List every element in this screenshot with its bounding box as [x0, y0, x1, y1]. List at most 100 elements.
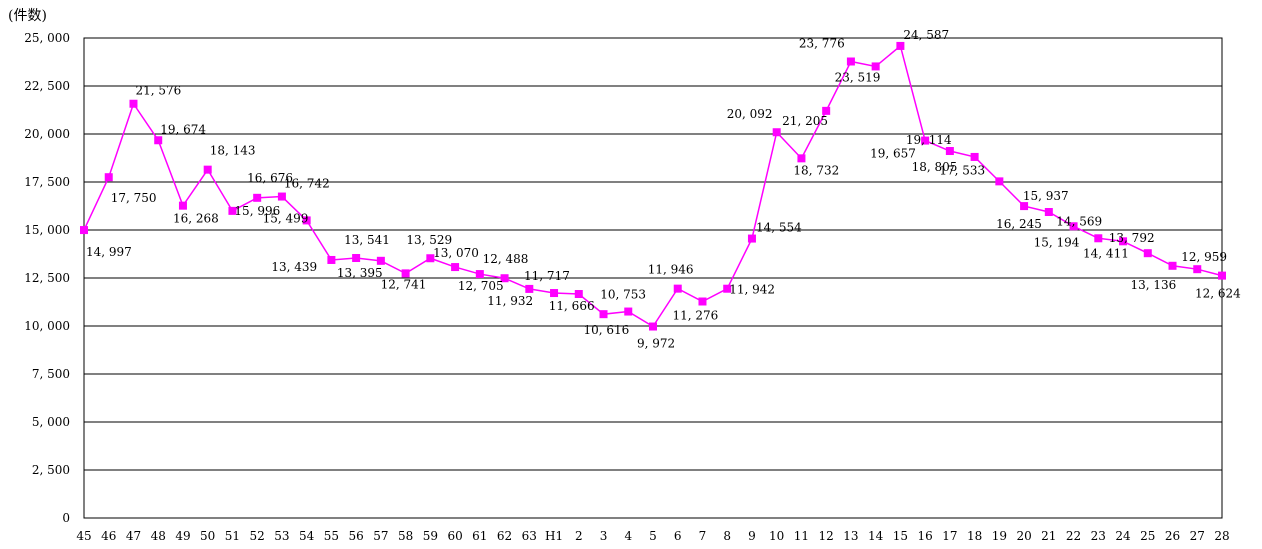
data-point-marker [846, 57, 855, 66]
x-tick-label: 57 [373, 529, 388, 543]
data-point-marker [426, 254, 435, 263]
data-label: 15, 499 [263, 211, 309, 225]
data-label: 9, 972 [637, 337, 675, 351]
y-tick-label: 20, 000 [24, 127, 70, 141]
data-label: 12, 959 [1181, 250, 1227, 264]
x-tick-label: 54 [299, 529, 315, 543]
x-tick-label: 18 [967, 529, 982, 543]
data-label: 13, 136 [1131, 278, 1177, 292]
data-point-marker [797, 154, 806, 163]
data-point-marker [921, 136, 930, 145]
data-label: 15, 996 [234, 204, 280, 218]
data-point-marker [253, 193, 262, 202]
x-tick-label: 7 [699, 529, 707, 543]
data-point-marker [352, 254, 361, 263]
data-label: 13, 541 [344, 233, 390, 247]
x-tick-label: 3 [600, 529, 608, 543]
y-tick-label: 22, 500 [24, 79, 70, 93]
data-point-marker [624, 307, 633, 316]
data-point-marker [327, 255, 336, 264]
x-tick-label: 27 [1190, 529, 1205, 543]
data-point-marker [302, 216, 311, 225]
data-point-marker [599, 310, 608, 319]
y-axis-unit-label: (件数) [8, 8, 47, 24]
gridlines [84, 37, 1222, 519]
data-point-marker [525, 284, 534, 293]
data-label: 19, 674 [160, 122, 206, 136]
x-tick-label: 56 [348, 529, 363, 543]
y-tick-label: 12, 500 [24, 271, 70, 285]
x-tick-label: 24 [1115, 529, 1131, 543]
y-tick-label: 5, 000 [32, 415, 70, 429]
x-tick-label: 62 [497, 529, 512, 543]
data-point-marker [178, 201, 187, 210]
data-label: 10, 753 [600, 288, 646, 302]
x-tick-label: 61 [472, 529, 487, 543]
data-label: 23, 519 [835, 70, 881, 84]
data-label: 13, 792 [1109, 231, 1155, 245]
x-tick-label: 2 [575, 529, 583, 543]
data-label: 14, 554 [756, 221, 802, 235]
x-tick-label: 9 [748, 529, 756, 543]
data-point-marker [673, 284, 682, 293]
data-label: 11, 946 [648, 263, 694, 277]
y-tick-label: 25, 000 [24, 31, 70, 45]
x-tick-label: 20 [1016, 529, 1031, 543]
y-tick-label: 2, 500 [32, 463, 70, 477]
data-label: 14, 997 [86, 245, 132, 259]
x-tick-label: 26 [1165, 529, 1180, 543]
x-tick-label: 60 [447, 529, 462, 543]
x-tick-label: 49 [175, 529, 190, 543]
data-label: 10, 616 [584, 323, 630, 337]
x-tick-label: 52 [250, 529, 265, 543]
data-point-marker [970, 152, 979, 161]
x-tick-label: 58 [398, 529, 413, 543]
data-point-marker [822, 106, 831, 115]
data-label: 11, 942 [729, 283, 775, 297]
x-tick-label: 16 [917, 529, 932, 543]
data-label: 14, 411 [1083, 246, 1129, 260]
data-label: 16, 742 [284, 177, 330, 191]
series-polyline [83, 44, 1223, 328]
x-tick-label: 47 [126, 529, 141, 543]
data-point-marker [772, 128, 781, 137]
y-tick-label: 0 [62, 511, 70, 525]
data-point-marker [1218, 271, 1226, 280]
data-label: 13, 070 [433, 246, 479, 260]
data-point-marker [500, 274, 509, 283]
x-tick-label: 21 [1041, 529, 1056, 543]
data-point-marker [723, 284, 732, 293]
data-label: 12, 705 [458, 279, 504, 293]
data-label: 13, 529 [406, 233, 452, 247]
y-axis-ticks: 0 2, 500 5, 000 7, 500 10, 000 12, 500 15, 000… [24, 31, 70, 525]
x-axis-ticks: 45 46 47 48 49 50 51 52 53 54 55 56 57 58 59 60 61 62 63 H1… [76, 529, 1229, 543]
data-point-marker [896, 41, 905, 50]
data-point-marker [747, 234, 756, 243]
series-markers [80, 41, 1226, 331]
data-label: 15, 937 [1023, 189, 1069, 203]
y-tick-label: 17, 500 [24, 175, 70, 189]
data-label: 14, 569 [1056, 214, 1102, 228]
data-point-marker [80, 226, 88, 235]
x-tick-label: 14 [868, 529, 884, 543]
data-label: 18, 805 [912, 160, 958, 174]
x-tick-label: 55 [324, 529, 339, 543]
x-tick-label: 6 [674, 529, 682, 543]
data-label: 11, 717 [524, 269, 570, 283]
x-tick-label: 50 [200, 529, 215, 543]
data-point-marker [649, 322, 657, 331]
x-tick-label: H1 [545, 529, 563, 543]
data-label: 13, 439 [271, 260, 317, 274]
data-point-marker [995, 177, 1004, 186]
data-label: 21, 576 [135, 84, 181, 98]
data-label: 11, 276 [672, 309, 718, 323]
data-label: 17, 533 [939, 163, 985, 177]
x-tick-label: 5 [649, 529, 657, 543]
x-tick-label: 59 [423, 529, 438, 543]
series-line [83, 44, 1223, 328]
data-label: 12, 488 [483, 252, 529, 266]
data-label: 11, 932 [487, 294, 533, 308]
data-point-marker [1069, 222, 1078, 231]
data-point-marker [451, 263, 460, 272]
data-point-marker [475, 270, 484, 279]
